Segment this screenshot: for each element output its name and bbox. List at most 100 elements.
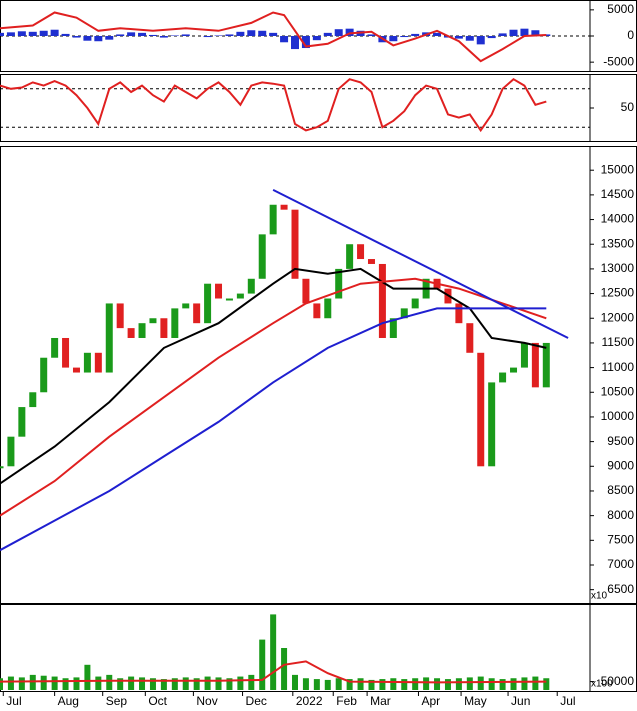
histogram-bar — [312, 36, 321, 41]
histogram-bar — [50, 29, 59, 36]
volume-bar — [543, 678, 550, 690]
volume-bar — [7, 676, 14, 690]
x-tick-label: Mar — [370, 694, 391, 708]
volume-bar — [128, 676, 135, 690]
histogram-bar — [170, 35, 179, 36]
candle — [302, 278, 310, 304]
panel-frame — [0, 74, 637, 142]
x-tick-label: May — [464, 694, 487, 708]
y-tick-label: 8500 — [607, 483, 634, 497]
candle — [127, 328, 135, 338]
volume-bar — [324, 679, 331, 690]
candle — [389, 318, 397, 338]
volume-bar — [149, 678, 156, 690]
histogram-bar — [520, 28, 529, 36]
histogram-bar — [345, 28, 354, 36]
candle — [149, 318, 157, 324]
volume-bar — [139, 677, 146, 690]
candle — [247, 278, 255, 294]
volume-bar — [248, 674, 255, 690]
candle — [291, 209, 299, 279]
candle — [138, 323, 146, 338]
histogram-bar — [127, 32, 136, 36]
histogram-bar — [487, 36, 496, 39]
candle — [455, 303, 463, 324]
volume-bar — [171, 678, 178, 690]
volume-bar — [18, 677, 25, 690]
volume-bar — [237, 676, 244, 690]
x-tick-label: Nov — [196, 694, 217, 708]
candle — [40, 357, 48, 393]
x-tick-label: Jul — [560, 694, 575, 708]
volume-bar — [292, 674, 298, 690]
histogram-bar — [247, 30, 256, 36]
histogram-bar — [465, 36, 474, 41]
y-tick-label: 7000 — [607, 557, 634, 571]
histogram-bar — [476, 36, 485, 45]
line — [0, 77, 547, 133]
candle — [51, 337, 59, 358]
volume-bar — [423, 677, 430, 690]
y-tick-label: 12500 — [601, 286, 635, 300]
line — [0, 277, 547, 517]
y-tick-label: 5000 — [607, 2, 634, 16]
volume-bar — [368, 679, 375, 690]
histogram-bar — [116, 34, 125, 36]
histogram-bar — [39, 30, 48, 36]
candle — [182, 303, 190, 309]
volume-bar — [532, 676, 539, 690]
histogram-bar — [433, 32, 442, 36]
histogram-bar — [509, 29, 518, 36]
volume-bar — [281, 648, 288, 690]
volume-bar — [521, 677, 528, 690]
histogram-bar — [498, 33, 507, 36]
candle — [531, 342, 539, 388]
candle — [499, 372, 507, 383]
line — [0, 267, 547, 485]
histogram-bar — [258, 30, 267, 36]
candle — [400, 308, 408, 319]
volume-bar — [270, 614, 277, 690]
line — [0, 660, 547, 684]
histogram-bar — [334, 29, 343, 36]
volume-bar — [390, 678, 397, 690]
y-tick-label: 10500 — [601, 384, 635, 398]
candle — [7, 436, 15, 467]
volume-bar — [0, 678, 3, 690]
volume-bar — [302, 678, 309, 690]
candle — [346, 244, 354, 269]
candle — [269, 204, 277, 235]
candle — [29, 392, 37, 408]
volume-bar — [193, 678, 200, 690]
volume-bar — [62, 678, 69, 690]
histogram-bar — [0, 32, 4, 36]
candle — [378, 263, 386, 338]
y-tick-label: 13000 — [601, 261, 635, 275]
histogram-bar — [61, 33, 70, 36]
line — [272, 189, 569, 339]
x-tick-label: Jul — [6, 694, 21, 708]
candle — [160, 318, 168, 338]
candle — [335, 268, 343, 299]
candle — [236, 293, 244, 299]
histogram-bar — [291, 36, 299, 50]
volume-bar — [40, 675, 47, 690]
candle — [116, 303, 124, 329]
candle — [477, 352, 485, 467]
histogram-bar — [236, 31, 245, 36]
volume-bar — [95, 676, 102, 690]
histogram-bar — [105, 36, 114, 40]
y-tick-label: 15000 — [601, 162, 635, 176]
volume-bar — [160, 679, 167, 690]
volume-bar — [226, 678, 233, 690]
histogram-bar — [28, 31, 37, 36]
candle — [520, 342, 528, 368]
candle — [204, 283, 212, 324]
histogram-bar — [214, 35, 223, 36]
candle — [0, 466, 4, 469]
histogram-bar — [138, 32, 147, 36]
y-tick-label: 13500 — [601, 236, 635, 250]
x-tick-label: Dec — [246, 694, 267, 708]
y-tick-label: 9000 — [607, 458, 634, 472]
candle — [193, 303, 201, 324]
